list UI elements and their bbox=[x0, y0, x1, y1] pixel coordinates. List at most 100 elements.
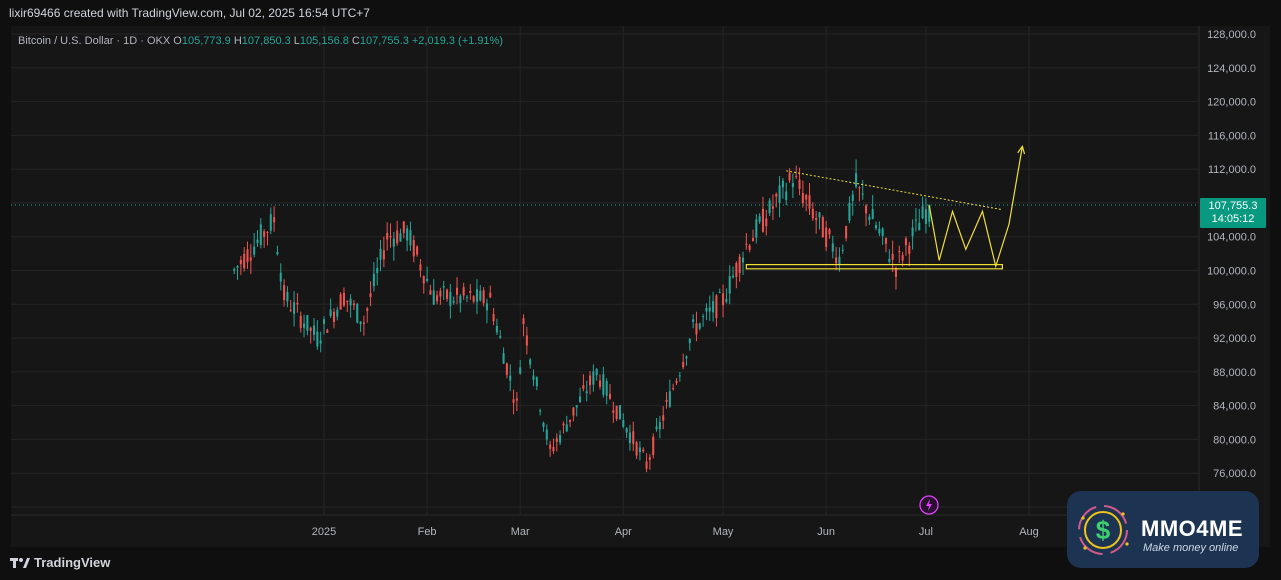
y-tick-label: 124,000.0 bbox=[1207, 63, 1256, 75]
candle-body bbox=[682, 362, 685, 368]
candle-body bbox=[233, 269, 236, 271]
candle-body bbox=[884, 237, 888, 244]
candle-body bbox=[761, 208, 764, 232]
candle-body bbox=[851, 194, 854, 202]
candle-body bbox=[845, 226, 848, 239]
x-tick-label: Jun bbox=[817, 526, 835, 538]
candle-body bbox=[569, 419, 572, 423]
y-tick-label: 92,000.0 bbox=[1213, 333, 1256, 345]
candle-body bbox=[253, 246, 256, 255]
candle-body bbox=[735, 263, 738, 277]
candle-body bbox=[821, 217, 824, 238]
candle-body bbox=[708, 307, 711, 312]
open-label: O bbox=[173, 35, 182, 47]
candle-body bbox=[273, 217, 276, 223]
candle-body bbox=[595, 369, 598, 376]
close-value: 107,755.3 bbox=[359, 35, 409, 47]
candle-body bbox=[728, 276, 731, 294]
candle-body bbox=[765, 218, 768, 227]
candle-body bbox=[861, 193, 864, 195]
x-tick-label: Feb bbox=[418, 526, 437, 538]
candle-body bbox=[758, 216, 761, 222]
candle-body bbox=[858, 187, 861, 189]
candle-body bbox=[692, 319, 695, 322]
candle-body bbox=[472, 296, 475, 302]
candle-body bbox=[771, 206, 774, 209]
candle-body bbox=[598, 380, 602, 387]
candle-body bbox=[894, 267, 898, 277]
x-tick-label: Aug bbox=[1019, 526, 1039, 538]
close-label: C bbox=[351, 35, 360, 47]
candle-body bbox=[748, 245, 751, 250]
candle-body bbox=[349, 298, 352, 306]
candle-body bbox=[286, 292, 289, 302]
candle-body bbox=[299, 315, 302, 328]
candle-body bbox=[914, 219, 917, 221]
candle-body bbox=[841, 249, 844, 251]
candle-body bbox=[722, 293, 725, 306]
candle-body bbox=[412, 240, 415, 257]
candle-body bbox=[622, 420, 625, 427]
candle-body bbox=[855, 173, 858, 187]
candle-body bbox=[781, 180, 784, 188]
candle-body bbox=[678, 375, 681, 377]
candle-body bbox=[881, 228, 884, 236]
candle-body bbox=[745, 243, 748, 245]
candle-body bbox=[725, 299, 728, 302]
support-zone bbox=[745, 263, 1003, 270]
candle-body bbox=[665, 400, 668, 402]
low-value: 105,156.8 bbox=[299, 35, 349, 47]
candle-body bbox=[712, 301, 715, 313]
candle-body bbox=[376, 267, 379, 273]
mmo4me-watermark: $ MMO4ME Make money online bbox=[1067, 491, 1259, 568]
creator-line: lixir69466 created with TradingView.com,… bbox=[9, 6, 370, 20]
candle-body bbox=[625, 428, 628, 433]
candle-body bbox=[602, 374, 605, 395]
y-tick-label: 128,000.0 bbox=[1207, 29, 1256, 41]
y-tick-label: 96,000.0 bbox=[1213, 299, 1256, 311]
candle-body bbox=[865, 205, 868, 214]
candle-body bbox=[874, 225, 878, 229]
x-tick-label: Apr bbox=[615, 526, 632, 538]
candle-body bbox=[236, 266, 239, 268]
candle-body bbox=[795, 176, 798, 178]
candle-body bbox=[635, 442, 638, 456]
y-tick-label: 88,000.0 bbox=[1213, 367, 1256, 379]
candle-body bbox=[908, 245, 911, 254]
drawings bbox=[11, 144, 1199, 270]
y-tick-label: 112,000.0 bbox=[1208, 164, 1256, 176]
y-tick-label: 84,000.0 bbox=[1213, 401, 1256, 413]
candle-body bbox=[891, 253, 894, 260]
candle-body bbox=[499, 336, 502, 338]
candle-body bbox=[446, 289, 449, 299]
candle-body bbox=[685, 356, 688, 359]
y-tick-label: 80,000.0 bbox=[1213, 434, 1256, 446]
candle-body bbox=[705, 307, 708, 312]
candle-body bbox=[582, 385, 585, 389]
candle-body bbox=[718, 292, 721, 294]
candle-body bbox=[352, 303, 355, 306]
chart-panel[interactable] bbox=[11, 26, 1270, 547]
grid bbox=[11, 26, 1200, 547]
y-tick-label: 116,000.0 bbox=[1208, 130, 1256, 142]
candle-body bbox=[502, 353, 505, 364]
candle-body bbox=[655, 426, 658, 430]
candle-body bbox=[419, 264, 422, 271]
candle-body bbox=[579, 396, 582, 402]
candle-body bbox=[755, 219, 758, 238]
candle-body bbox=[911, 227, 914, 237]
candle-body bbox=[608, 393, 612, 399]
candle-body bbox=[921, 206, 924, 219]
candle-body bbox=[585, 391, 588, 394]
candle-body bbox=[539, 410, 542, 412]
candle-body bbox=[615, 405, 618, 420]
high-value: 107,850.3 bbox=[241, 35, 291, 47]
tradingview-brand[interactable]: TradingView bbox=[10, 555, 110, 570]
candle-body bbox=[495, 325, 498, 333]
candle-body bbox=[362, 322, 365, 324]
x-tick-label: 2025 bbox=[312, 526, 336, 538]
candle-body bbox=[815, 217, 818, 221]
candle-body bbox=[801, 193, 804, 204]
candle-body bbox=[346, 300, 349, 303]
